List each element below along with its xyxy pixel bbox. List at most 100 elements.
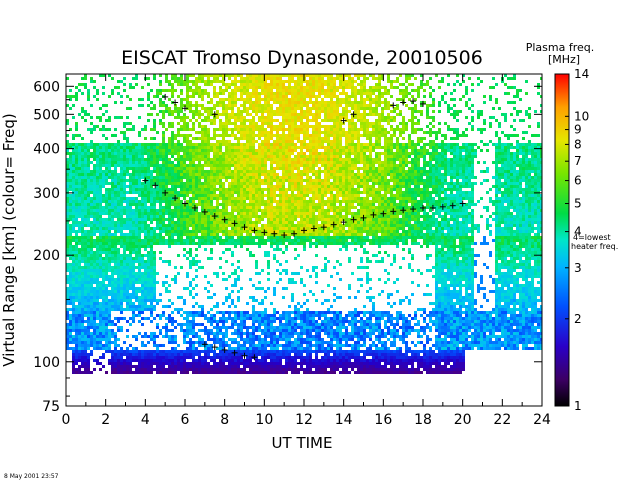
heatmap-cell bbox=[321, 161, 324, 164]
heatmap-cell bbox=[444, 188, 447, 191]
heatmap-cell bbox=[93, 146, 96, 149]
heatmap-cell bbox=[246, 149, 249, 152]
heatmap-cell bbox=[291, 182, 294, 185]
heatmap-cell bbox=[249, 140, 252, 143]
heatmap-cell bbox=[168, 206, 171, 209]
heatmap-cell bbox=[516, 110, 519, 113]
heatmap-cell bbox=[90, 173, 93, 176]
heatmap-cell bbox=[378, 95, 381, 98]
heatmap-cell bbox=[402, 128, 405, 131]
heatmap-cell bbox=[207, 92, 210, 95]
heatmap-cell bbox=[372, 74, 375, 77]
heatmap-cell bbox=[330, 80, 333, 83]
heatmap-cell bbox=[330, 200, 333, 203]
heatmap-cell bbox=[282, 98, 285, 101]
heatmap-cell bbox=[396, 173, 399, 176]
heatmap-cell bbox=[240, 80, 243, 83]
heatmap-cell bbox=[468, 152, 471, 155]
heatmap-cell bbox=[279, 92, 282, 95]
heatmap-cell bbox=[111, 191, 114, 194]
heatmap-cell bbox=[279, 185, 282, 188]
heatmap-cell bbox=[120, 173, 123, 176]
heatmap-cell bbox=[450, 146, 453, 149]
heatmap-cell bbox=[78, 194, 81, 197]
heatmap-cell bbox=[252, 155, 255, 158]
heatmap-cell bbox=[252, 74, 255, 77]
heatmap-cell bbox=[411, 95, 414, 98]
heatmap-cell bbox=[324, 74, 327, 77]
heatmap-cell bbox=[405, 200, 408, 203]
heatmap-cell bbox=[468, 197, 471, 200]
heatmap-cell bbox=[414, 77, 417, 80]
heatmap-cell bbox=[324, 191, 327, 194]
heatmap-cell bbox=[108, 146, 111, 149]
heatmap-cell bbox=[534, 134, 537, 137]
heatmap-cell bbox=[381, 107, 384, 110]
heatmap-cell bbox=[276, 143, 279, 146]
heatmap-cell bbox=[108, 152, 111, 155]
heatmap-cell bbox=[339, 128, 342, 131]
heatmap-cell bbox=[393, 86, 396, 89]
heatmap-cell bbox=[270, 200, 273, 203]
heatmap-cell bbox=[381, 164, 384, 167]
heatmap-cell bbox=[324, 119, 327, 122]
heatmap-cell bbox=[303, 185, 306, 188]
heatmap-cell bbox=[174, 188, 177, 191]
heatmap-cell bbox=[186, 122, 189, 125]
heatmap-cell bbox=[75, 200, 78, 203]
heatmap-cell bbox=[366, 89, 369, 92]
heatmap-cell bbox=[102, 113, 105, 116]
heatmap-cell bbox=[300, 125, 303, 128]
heatmap-cell bbox=[252, 104, 255, 107]
heatmap-cell bbox=[132, 146, 135, 149]
heatmap-cell bbox=[336, 185, 339, 188]
heatmap-cell bbox=[111, 203, 114, 206]
heatmap-cell bbox=[486, 143, 489, 146]
heatmap-cell bbox=[108, 119, 111, 122]
heatmap-cell bbox=[267, 203, 270, 206]
heatmap-cell bbox=[528, 170, 531, 173]
heatmap-cell bbox=[390, 158, 393, 161]
heatmap-cell bbox=[426, 113, 429, 116]
heatmap-cell bbox=[405, 197, 408, 200]
heatmap-cell bbox=[339, 80, 342, 83]
heatmap-cell bbox=[459, 152, 462, 155]
heatmap-cell bbox=[228, 176, 231, 179]
heatmap-cell bbox=[369, 125, 372, 128]
heatmap-cell bbox=[423, 191, 426, 194]
heatmap-cell bbox=[99, 167, 102, 170]
heatmap-cell bbox=[378, 74, 381, 77]
heatmap-cell bbox=[348, 194, 351, 197]
heatmap-cell bbox=[144, 206, 147, 209]
heatmap-cell bbox=[459, 194, 462, 197]
heatmap-cell bbox=[75, 149, 78, 152]
heatmap-cell bbox=[78, 146, 81, 149]
heatmap-cell bbox=[318, 179, 321, 182]
heatmap-cell bbox=[201, 158, 204, 161]
heatmap-cell bbox=[540, 197, 542, 200]
heatmap-cell bbox=[462, 164, 465, 167]
heatmap-cell bbox=[417, 185, 420, 188]
heatmap-cell bbox=[456, 197, 459, 200]
heatmap-cell bbox=[363, 107, 366, 110]
heatmap-cell bbox=[336, 173, 339, 176]
heatmap-cell bbox=[96, 158, 99, 161]
heatmap-cell bbox=[213, 149, 216, 152]
heatmap-cell bbox=[381, 113, 384, 116]
heatmap-cell bbox=[96, 206, 99, 209]
heatmap-cell bbox=[279, 197, 282, 200]
heatmap-cell bbox=[519, 191, 522, 194]
heatmap-cell bbox=[387, 143, 390, 146]
heatmap-cell bbox=[165, 152, 168, 155]
heatmap-cell bbox=[441, 143, 444, 146]
heatmap-cell bbox=[513, 167, 516, 170]
heatmap-cell bbox=[270, 83, 273, 86]
heatmap-cell bbox=[459, 146, 462, 149]
heatmap-cell bbox=[165, 200, 168, 203]
heatmap-cell bbox=[501, 131, 504, 134]
heatmap-cell bbox=[129, 146, 132, 149]
heatmap-cell bbox=[216, 206, 219, 209]
heatmap-cell bbox=[495, 188, 498, 191]
heatmap-cell bbox=[216, 146, 219, 149]
heatmap-cell bbox=[525, 158, 528, 161]
